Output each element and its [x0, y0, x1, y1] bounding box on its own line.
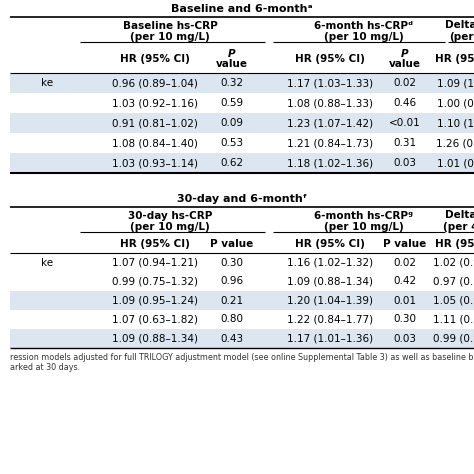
- Text: HR (95%: HR (95%: [435, 54, 474, 64]
- Text: 1.03 (0.92–1.16): 1.03 (0.92–1.16): [112, 98, 198, 108]
- Bar: [10, 153, 474, 173]
- Text: 1.03 (0.93–1.14): 1.03 (0.93–1.14): [112, 158, 198, 168]
- Text: 0.97 (0.88: 0.97 (0.88: [433, 276, 474, 286]
- Text: 0.53: 0.53: [220, 138, 244, 148]
- Text: ression models adjusted for full TRILOGY adjustment model (see online Supplement: ression models adjusted for full TRILOGY…: [10, 353, 474, 362]
- Text: 1.01 (0.9: 1.01 (0.9: [437, 158, 474, 168]
- Text: Baseline hs-CRP: Baseline hs-CRP: [123, 21, 218, 31]
- Text: (per: (per: [449, 32, 473, 42]
- Text: 0.99 (0.91: 0.99 (0.91: [433, 334, 474, 344]
- Text: ke: ke: [41, 78, 53, 88]
- Text: 1.05 (0.96: 1.05 (0.96: [433, 295, 474, 306]
- Text: 1.10 (1.0: 1.10 (1.0: [437, 118, 474, 128]
- Text: (per 4: (per 4: [443, 222, 474, 232]
- Text: HR (95% CI): HR (95% CI): [120, 239, 190, 249]
- Text: value: value: [389, 59, 421, 69]
- Text: 0.31: 0.31: [393, 138, 417, 148]
- Text: 1.17 (1.03–1.33): 1.17 (1.03–1.33): [287, 78, 373, 88]
- Text: ke: ke: [41, 257, 53, 267]
- Text: P value: P value: [383, 239, 427, 249]
- Text: P: P: [401, 49, 409, 59]
- Text: 1.16 (1.02–1.32): 1.16 (1.02–1.32): [287, 257, 373, 267]
- Text: 1.08 (0.84–1.40): 1.08 (0.84–1.40): [112, 138, 198, 148]
- Text: 1.08 (0.88–1.33): 1.08 (0.88–1.33): [287, 98, 373, 108]
- Text: 1.09 (1.0: 1.09 (1.0: [437, 78, 474, 88]
- Text: Delta: Delta: [445, 20, 474, 30]
- Text: 0.30: 0.30: [220, 257, 244, 267]
- Text: 0.62: 0.62: [220, 158, 244, 168]
- Text: 1.26 (0.9: 1.26 (0.9: [437, 138, 474, 148]
- Text: 0.46: 0.46: [393, 98, 417, 108]
- Text: 0.02: 0.02: [393, 78, 417, 88]
- Text: 0.03: 0.03: [393, 334, 417, 344]
- Text: P: P: [228, 49, 236, 59]
- Bar: [10, 291, 474, 310]
- Text: Delta: Delta: [445, 210, 474, 220]
- Text: 30-day and 6-monthᶠ: 30-day and 6-monthᶠ: [177, 194, 307, 204]
- Text: 6-month hs-CRPᵈ: 6-month hs-CRPᵈ: [315, 21, 413, 31]
- Text: HR (95% CI): HR (95% CI): [295, 239, 365, 249]
- Text: 6-month hs-CRPᵍ: 6-month hs-CRPᵍ: [315, 211, 413, 221]
- Text: 1.07 (0.94–1.21): 1.07 (0.94–1.21): [112, 257, 198, 267]
- Text: Baseline and 6-monthᵃ: Baseline and 6-monthᵃ: [171, 3, 313, 13]
- Text: (per 10 mg/L): (per 10 mg/L): [324, 32, 404, 42]
- Text: HR (95% CI): HR (95% CI): [295, 54, 365, 64]
- Text: 1.18 (1.02–1.36): 1.18 (1.02–1.36): [287, 158, 373, 168]
- Text: 30-day hs-CRP: 30-day hs-CRP: [128, 211, 212, 221]
- Text: 0.96: 0.96: [220, 276, 244, 286]
- Text: 1.17 (1.01–1.36): 1.17 (1.01–1.36): [287, 334, 373, 344]
- Text: 0.32: 0.32: [220, 78, 244, 88]
- Text: (per 10 mg/L): (per 10 mg/L): [130, 32, 210, 42]
- Text: 1.11 (0.89: 1.11 (0.89: [433, 315, 474, 325]
- Bar: [10, 73, 474, 93]
- Text: value: value: [216, 59, 248, 69]
- Text: <0.01: <0.01: [389, 118, 421, 128]
- Text: 1.23 (1.07–1.42): 1.23 (1.07–1.42): [287, 118, 373, 128]
- Bar: [10, 113, 474, 133]
- Text: 0.99 (0.75–1.32): 0.99 (0.75–1.32): [112, 276, 198, 286]
- Text: 1.21 (0.84–1.73): 1.21 (0.84–1.73): [287, 138, 373, 148]
- Text: 0.42: 0.42: [393, 276, 417, 286]
- Text: 0.80: 0.80: [220, 315, 244, 325]
- Text: 1.22 (0.84–1.77): 1.22 (0.84–1.77): [287, 315, 373, 325]
- Text: HR (95% CI): HR (95% CI): [120, 54, 190, 64]
- Bar: [10, 329, 474, 348]
- Text: HR (95%: HR (95%: [435, 239, 474, 249]
- Text: 1.09 (0.88–1.34): 1.09 (0.88–1.34): [287, 276, 373, 286]
- Text: arked at 30 days.: arked at 30 days.: [10, 363, 80, 372]
- Text: 0.30: 0.30: [393, 315, 417, 325]
- Text: 1.07 (0.63–1.82): 1.07 (0.63–1.82): [112, 315, 198, 325]
- Text: 0.43: 0.43: [220, 334, 244, 344]
- Text: (per 10 mg/L): (per 10 mg/L): [130, 222, 210, 232]
- Text: 1.09 (0.88–1.34): 1.09 (0.88–1.34): [112, 334, 198, 344]
- Text: 0.09: 0.09: [220, 118, 244, 128]
- Text: 0.02: 0.02: [393, 257, 417, 267]
- Text: 0.01: 0.01: [393, 295, 417, 306]
- Text: 0.21: 0.21: [220, 295, 244, 306]
- Text: 1.20 (1.04–1.39): 1.20 (1.04–1.39): [287, 295, 373, 306]
- Text: 1.02 (0.95: 1.02 (0.95: [433, 257, 474, 267]
- Text: 0.91 (0.81–1.02): 0.91 (0.81–1.02): [112, 118, 198, 128]
- Text: 0.96 (0.89–1.04): 0.96 (0.89–1.04): [112, 78, 198, 88]
- Text: 0.03: 0.03: [393, 158, 417, 168]
- Text: 1.00 (0.8: 1.00 (0.8: [437, 98, 474, 108]
- Text: 1.09 (0.95–1.24): 1.09 (0.95–1.24): [112, 295, 198, 306]
- Text: P value: P value: [210, 239, 254, 249]
- Text: 0.59: 0.59: [220, 98, 244, 108]
- Text: (per 10 mg/L): (per 10 mg/L): [324, 222, 404, 232]
